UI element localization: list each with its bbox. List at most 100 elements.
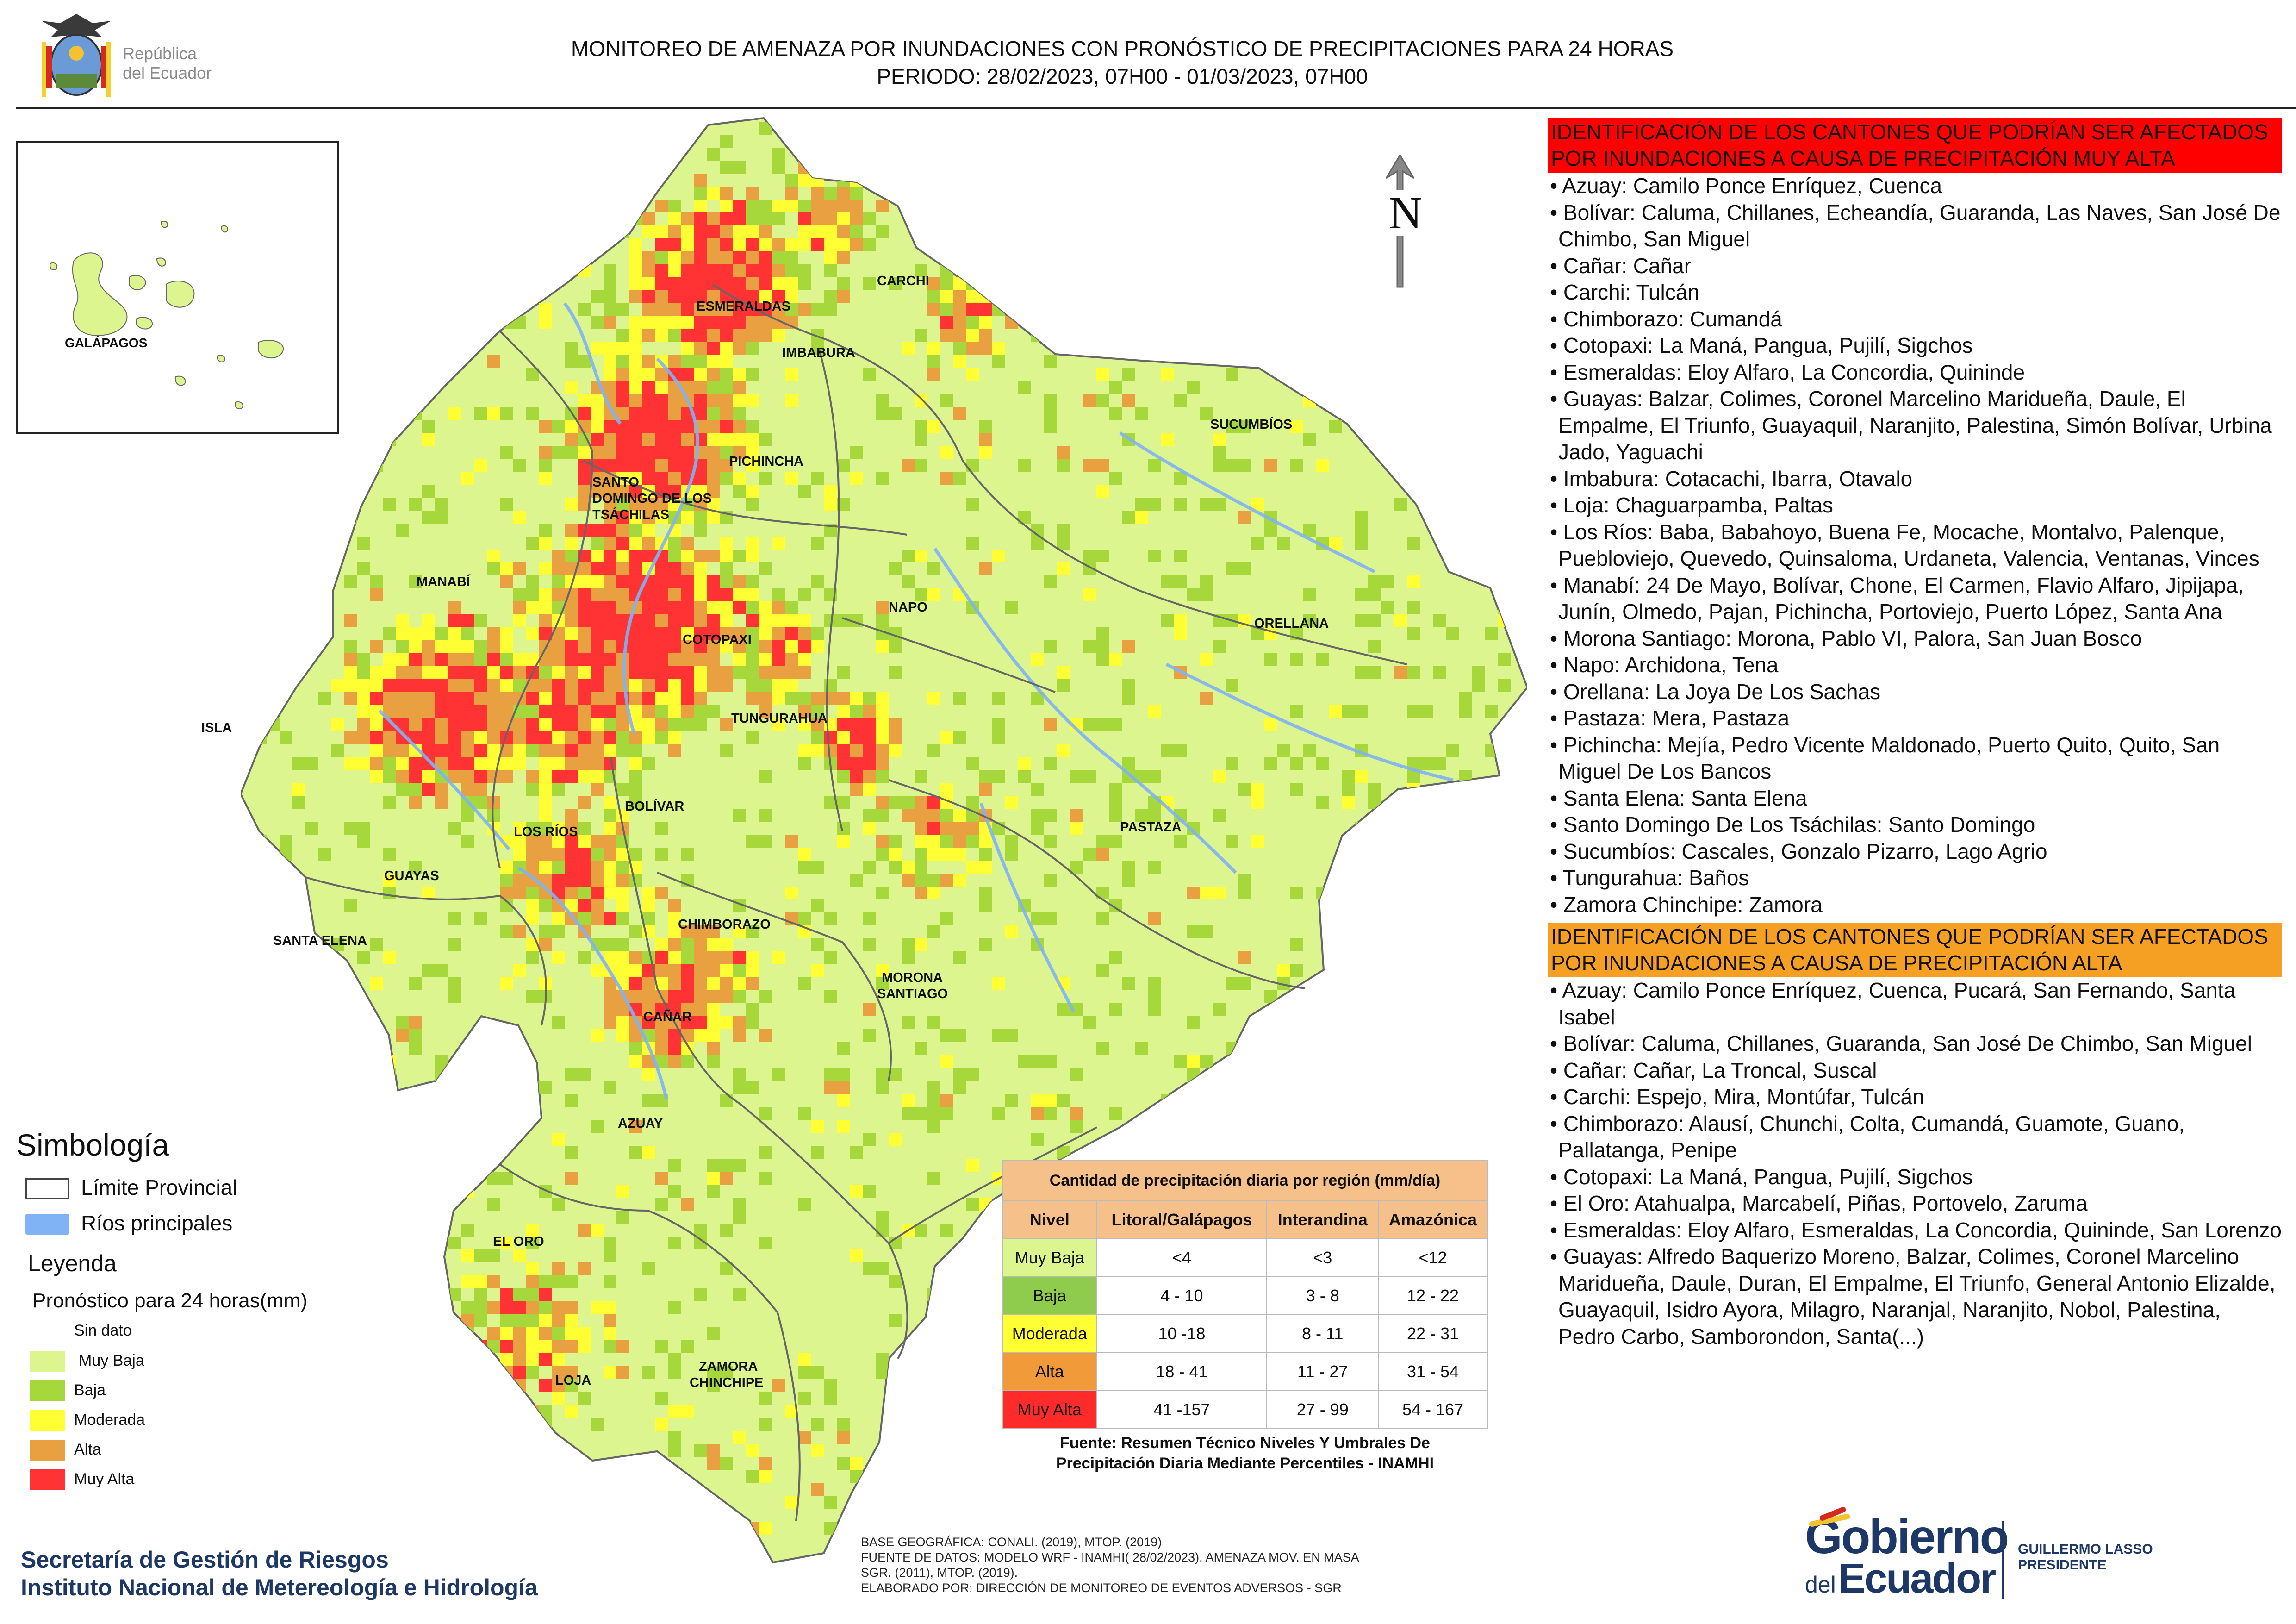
hazard-cell (1472, 225, 1485, 238)
province-label-pichincha: PICHINCHA (729, 454, 804, 469)
hazard-cell (474, 731, 487, 744)
hazard-cell (616, 446, 629, 459)
hazard-cell (357, 187, 370, 200)
hazard-cell (889, 848, 902, 861)
hazard-cell (759, 1522, 772, 1535)
hazard-cell (539, 718, 552, 731)
hazard-cell (604, 874, 616, 887)
hazard-cell (616, 912, 629, 925)
hazard-cell (837, 770, 850, 783)
canton-list-item: • Cotopaxi: La Maná, Pangua, Pujilí, Sig… (1550, 333, 1973, 357)
hazard-cell (1342, 783, 1355, 796)
hazard-cell (1290, 705, 1303, 718)
hazard-cell (616, 1029, 629, 1042)
province-label-isla: ISLA (201, 720, 232, 735)
hazard-cell (1498, 1509, 1511, 1522)
hazard-cell (448, 705, 461, 718)
hazard-cell (1238, 212, 1251, 225)
hazard-cell (461, 1172, 474, 1185)
hazard-cell (629, 562, 642, 575)
hazard-cell (448, 1366, 461, 1379)
hazard-cell (357, 1535, 370, 1548)
hazard-cell (655, 679, 668, 692)
hazard-cell (474, 783, 487, 796)
hazard-cell (552, 692, 565, 705)
hazard-cell (1083, 588, 1096, 601)
hazard-cell (1446, 1120, 1459, 1133)
hazard-cell (500, 874, 513, 887)
hazard-cell (604, 848, 616, 861)
hazard-cell (1433, 666, 1446, 679)
hazard-cell (694, 718, 707, 731)
hazard-cell (733, 925, 746, 938)
hazard-cell (1200, 925, 1213, 938)
hazard-cell (759, 1470, 772, 1483)
hazard-cell (1316, 1133, 1329, 1146)
hazard-cell (720, 342, 733, 355)
hazard-cell (616, 809, 629, 822)
hazard-cell (1200, 290, 1213, 303)
hazard-cell (746, 1444, 759, 1457)
hazard-cell (824, 200, 837, 212)
hazard-cell (539, 588, 552, 601)
hazard-cell (940, 1055, 953, 1068)
hazard-cell (837, 666, 850, 679)
hazard-cell (1200, 575, 1213, 588)
hazard-cell (1174, 575, 1187, 588)
hazard-cell (616, 498, 629, 511)
hazard-cell (629, 731, 642, 744)
hazard-cell (992, 731, 1005, 744)
hazard-cell (1355, 770, 1368, 783)
hazard-cell (448, 614, 461, 627)
hazard-cell (655, 407, 668, 420)
hazard-cell (500, 1301, 513, 1314)
hazard-cell (811, 161, 824, 174)
hazard-cell (915, 848, 927, 861)
hazard-cell (876, 809, 889, 822)
hazard-cell (1524, 1353, 1527, 1366)
hazard-cell (396, 1379, 409, 1392)
hazard-cell (513, 1249, 526, 1262)
hazard-cell (461, 1327, 474, 1340)
hazard-cell (707, 640, 720, 653)
hazard-cell (694, 511, 707, 524)
hazard-cell (681, 951, 694, 964)
hazard-cell (616, 1366, 629, 1379)
hazard-cell (733, 238, 746, 251)
hazard-cell (940, 264, 953, 277)
hazard-cell (629, 446, 642, 459)
hazard-cell (565, 1094, 578, 1107)
hazard-cell (785, 187, 798, 200)
legend-swatch-sin-dato (30, 1322, 65, 1343)
hazard-cell (1044, 640, 1057, 653)
hazard-cell (642, 212, 655, 225)
legend-label-alta: Alta (74, 1441, 101, 1458)
hazard-cell (591, 848, 604, 861)
hazard-cell (422, 627, 435, 640)
table-header-litoral: Litoral/Galápagos (1096, 1200, 1268, 1239)
hazard-cell (668, 1159, 681, 1172)
hazard-cell (1018, 1055, 1031, 1068)
hazard-cell (1381, 1535, 1394, 1548)
hazard-cell (539, 1314, 552, 1327)
hazard-cell (1524, 731, 1527, 744)
hazard-cell (1355, 420, 1368, 433)
province-label-morona-line2: SANTIAGO (877, 987, 948, 1001)
hazard-cell (357, 1444, 370, 1457)
hazard-cell (1044, 757, 1057, 770)
hazard-cell (759, 316, 772, 329)
hazard-cell (707, 264, 720, 277)
hazard-cell (578, 1224, 591, 1237)
hazard-cell (772, 537, 785, 550)
hazard-cell (396, 524, 409, 537)
hazard-cell (254, 511, 267, 524)
hazard-cell (604, 1237, 616, 1249)
hazard-cell (668, 977, 681, 990)
hazard-cell (1407, 148, 1420, 161)
hazard-cell (733, 977, 746, 990)
hazard-cell (953, 835, 966, 848)
canton-list-item: • Sucumbíos: Cascales, Gonzalo Pizarro, … (1550, 839, 2047, 863)
hazard-cell (966, 498, 979, 511)
hazard-cell (318, 1353, 331, 1366)
hazard-cell (915, 264, 927, 277)
